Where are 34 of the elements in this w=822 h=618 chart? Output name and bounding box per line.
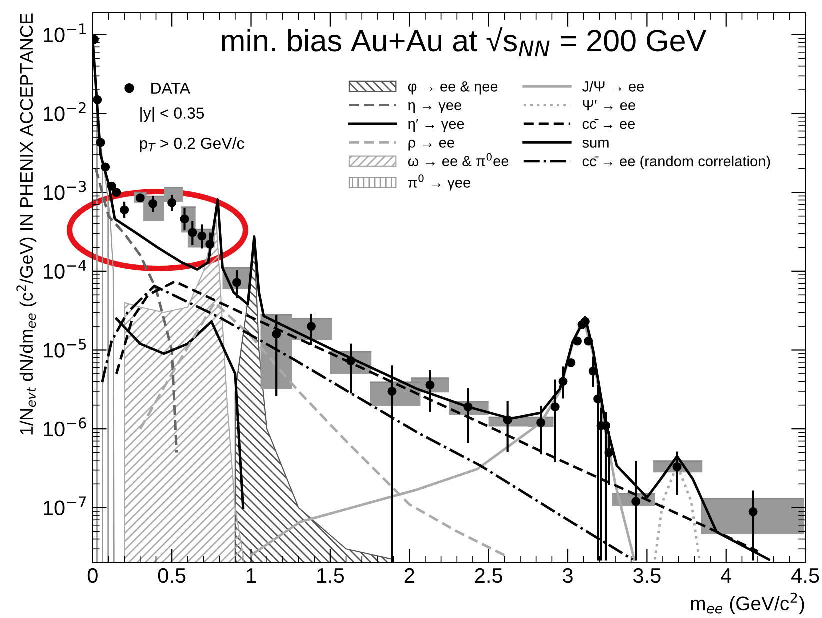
y-tick-label: 10$^{−1}$ <box>44 24 86 43</box>
y-tick-label: 10$^{−2}$ <box>44 102 86 122</box>
x-tick-label: 0 <box>88 568 98 584</box>
legend-label: Ψ′ → ee <box>583 100 636 111</box>
y-tick-label: 10$^{−7}$ <box>44 496 86 516</box>
legend-label: sum <box>582 140 609 148</box>
x-tick-label: 1.5 <box>318 568 344 584</box>
legend-label: ω → ee & π$^{0}$ee <box>408 153 509 166</box>
legend-label: π$^{0}$ → γee <box>408 174 470 191</box>
x-tick-label: 1 <box>247 568 256 583</box>
legend-label: η → γee <box>408 102 462 114</box>
annotation: p$_{T}$ > 0.2 GeV/c <box>140 137 244 152</box>
y-tick-label: 10$^{−5}$ <box>44 339 86 358</box>
x-tick-label: 3 <box>563 568 573 584</box>
annotation: |y| < 0.35 <box>140 107 204 122</box>
y-tick-label: 10$^{−4}$ <box>44 260 86 280</box>
x-tick-label: 3.5 <box>634 568 661 584</box>
legend-label: cc̄ → ee <box>582 119 636 130</box>
legend-label: DATA <box>152 82 190 94</box>
legend-label: cc̄ → ee (random correlation) <box>582 156 770 170</box>
x-tick-label: 2.5 <box>475 568 502 584</box>
x-tick-label: 4 <box>721 568 732 583</box>
chart-title: min. bias Au+Au at √s$_{NN}$ = 200 GeV <box>222 27 707 56</box>
legend-label: ρ → ee <box>408 140 454 151</box>
y-tick-label: 10$^{−6}$ <box>44 418 86 437</box>
x-tick-label: 0.5 <box>158 568 186 584</box>
x-tick-label: 2 <box>404 568 414 583</box>
legend-label: J/Ψ → ee <box>582 81 644 92</box>
y-tick-label: 10$^{−3}$ <box>44 181 86 200</box>
legend-label: η′ → γee <box>408 119 464 132</box>
x-tick-label: 4.5 <box>792 568 820 584</box>
legend-label: φ → ee & ηee <box>408 82 498 95</box>
x-axis-title: m$_{ee}$ (GeV/c$^{2}$) <box>691 592 804 614</box>
y-axis-title: 1/N$_{evt}$ dN/dm$_{ee}$ (c$^{2}$/GeV) IN PHENIX ACCEPTANCE <box>16 14 37 435</box>
